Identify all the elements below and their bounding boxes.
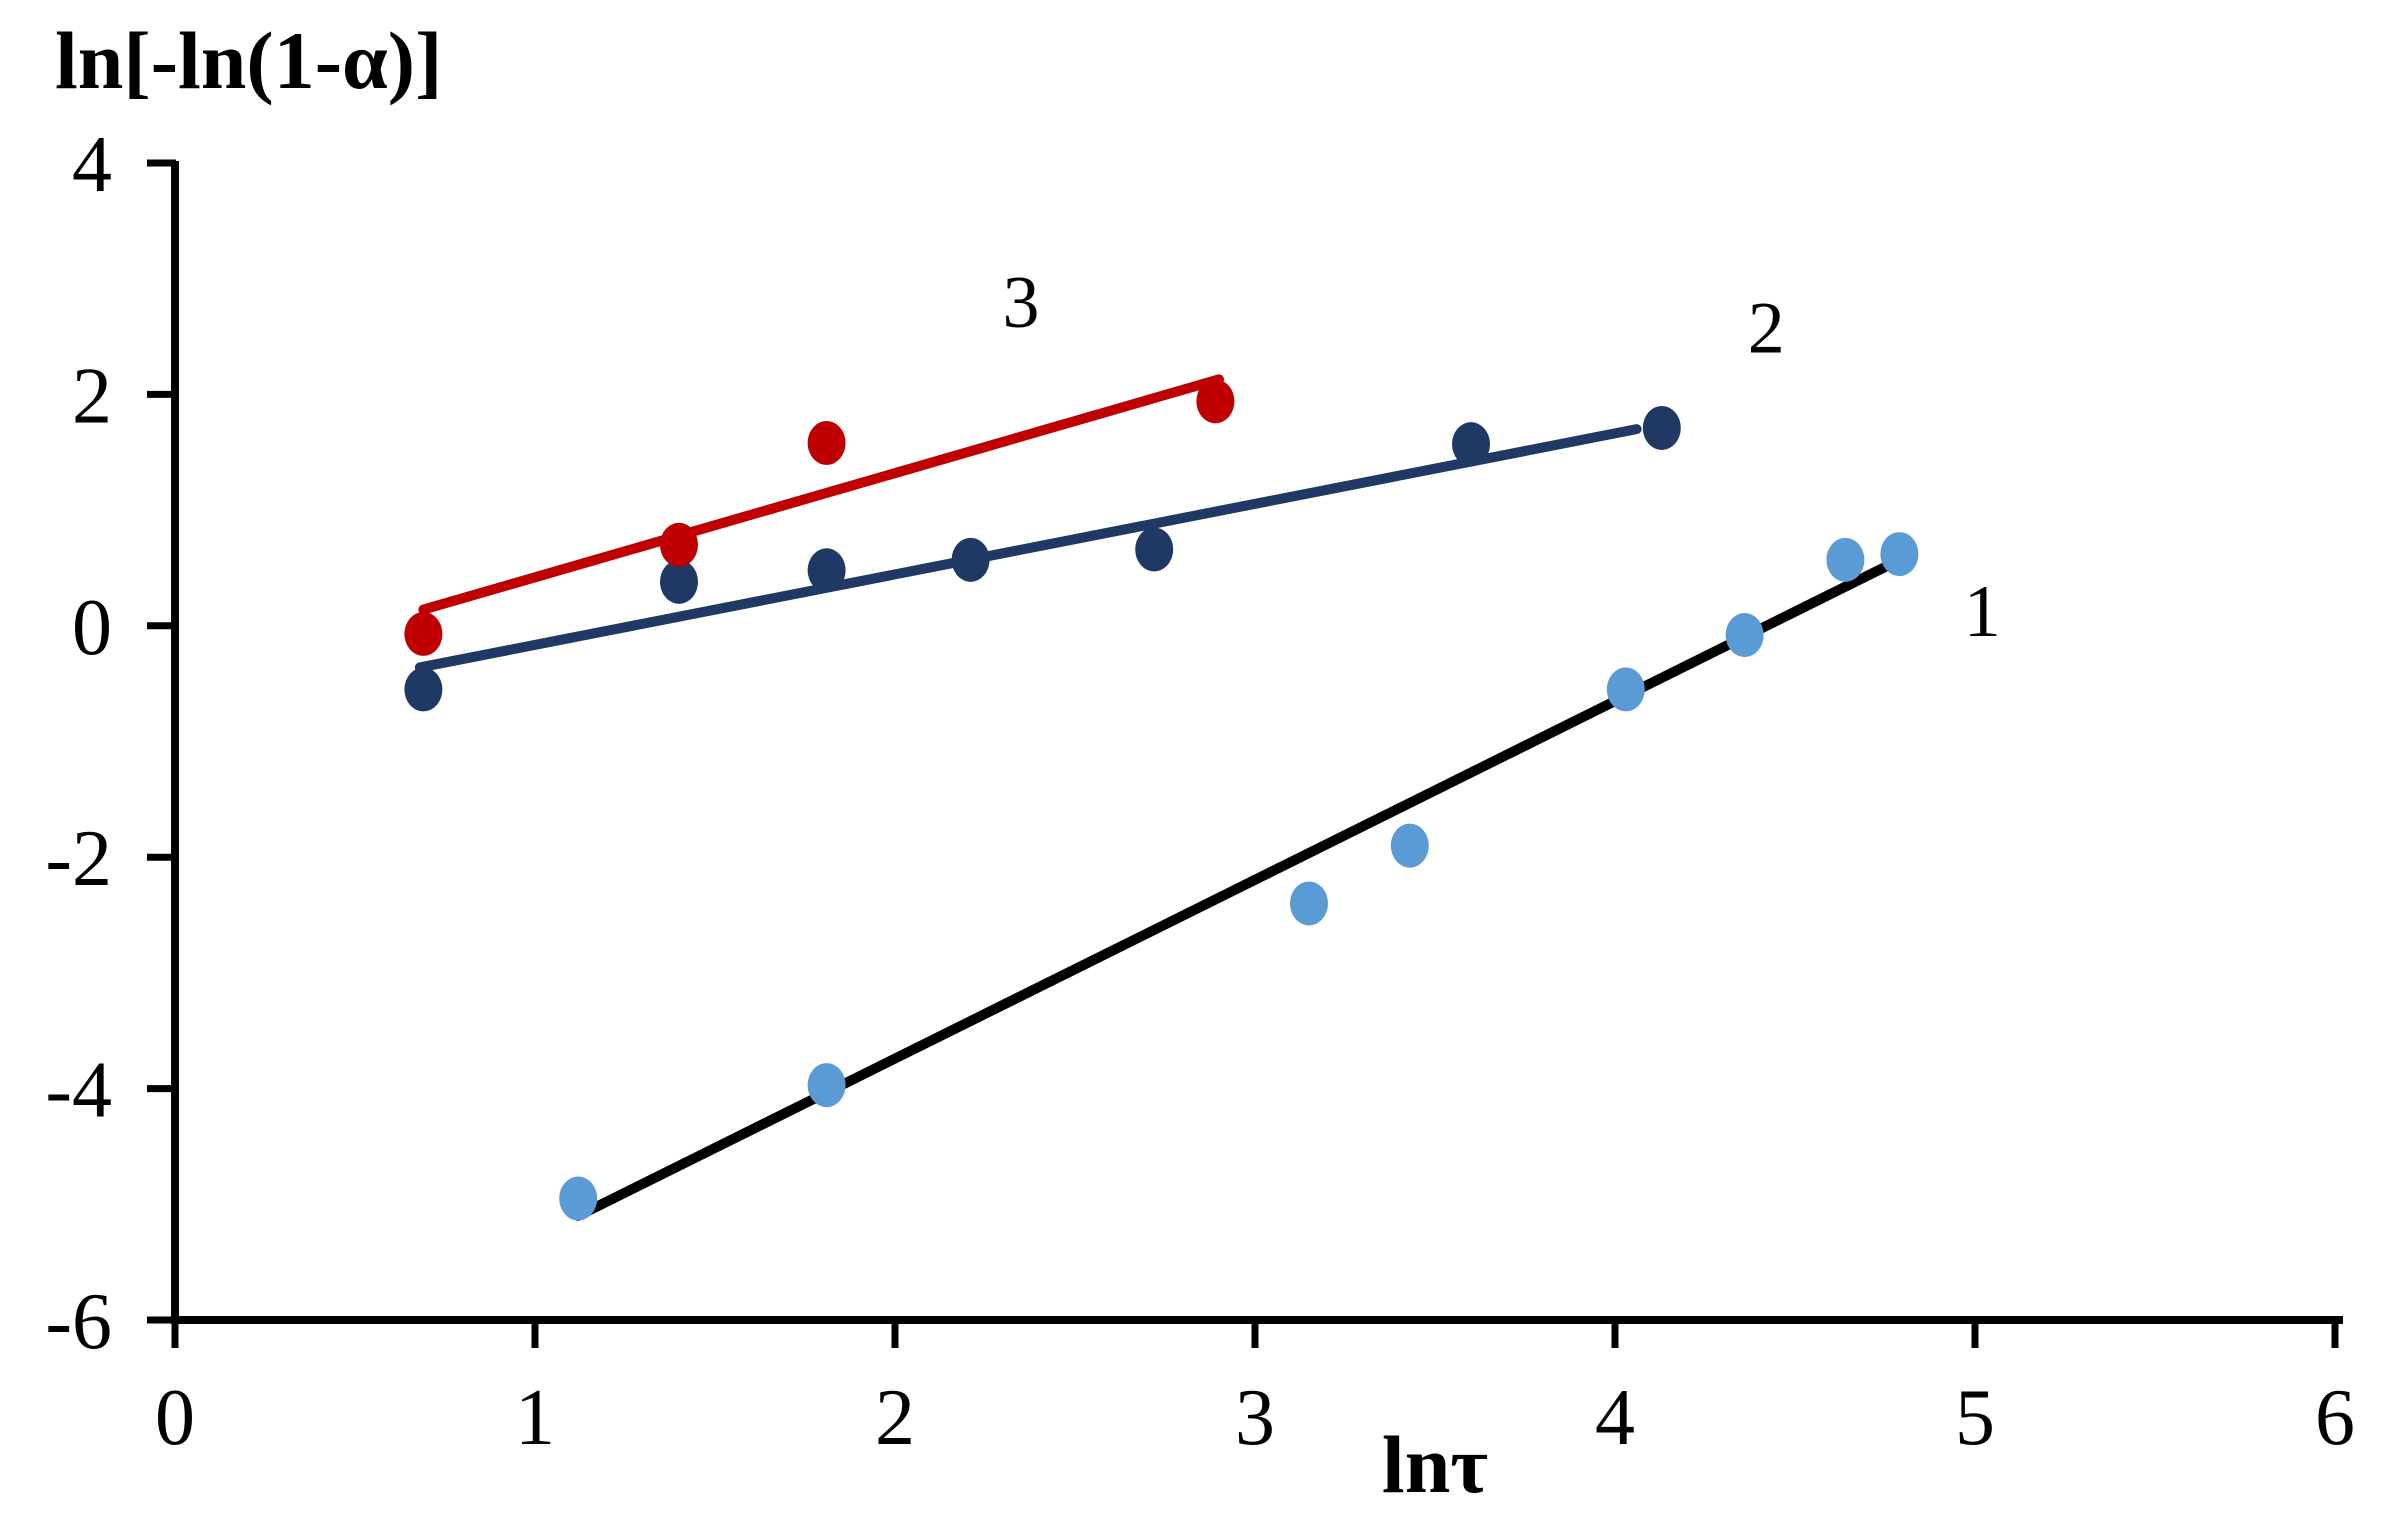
series-1-point	[1290, 881, 1328, 926]
series-2-point	[951, 537, 990, 582]
series-2-trendline	[414, 424, 1642, 673]
x-tick-label: 2	[875, 1374, 915, 1462]
y-tick-label: -6	[45, 1278, 112, 1366]
series-2-point	[660, 559, 698, 604]
series-1-point	[1606, 667, 1645, 712]
series-3-trendline	[418, 374, 1224, 615]
series-3-point	[807, 420, 846, 465]
series-1-trendline	[573, 554, 1905, 1221]
y-tick-label: -2	[45, 815, 112, 903]
series-3-point	[404, 611, 443, 656]
series-3-label: 3	[1003, 262, 1040, 344]
y-tick-label: 2	[72, 352, 112, 440]
series-1-point	[1390, 823, 1429, 868]
series-3-point	[660, 522, 698, 567]
series-3-point	[1196, 379, 1235, 424]
x-tick-label: 1	[515, 1374, 555, 1462]
series-1-point	[1880, 532, 1919, 577]
x-axis-title: lnτ	[1382, 1419, 1488, 1510]
series-1-point	[807, 1063, 846, 1108]
series-2-point	[1642, 405, 1681, 450]
x-tick-label: 4	[1595, 1374, 1635, 1462]
series-2-point	[1452, 422, 1490, 467]
x-tick-label: 6	[2315, 1374, 2355, 1462]
x-tick-label: 3	[1235, 1374, 1275, 1462]
series-1-label: 1	[1964, 571, 2001, 653]
series-2-point	[404, 667, 443, 712]
y-tick-label: -4	[45, 1047, 112, 1135]
series-1-point	[1826, 537, 1865, 582]
x-tick-label: 0	[155, 1374, 195, 1462]
series-2-point	[807, 548, 846, 593]
x-tick-label: 5	[1955, 1374, 1995, 1462]
series-1-point	[1725, 613, 1764, 658]
series-1-point	[559, 1176, 598, 1221]
y-tick-label: 0	[72, 584, 112, 672]
series-2-label: 2	[1748, 287, 1785, 369]
y-tick-label: 4	[72, 121, 112, 209]
y-axis-title: ln[-ln(1-α)]	[55, 15, 442, 106]
series-2-point	[1135, 527, 1174, 572]
